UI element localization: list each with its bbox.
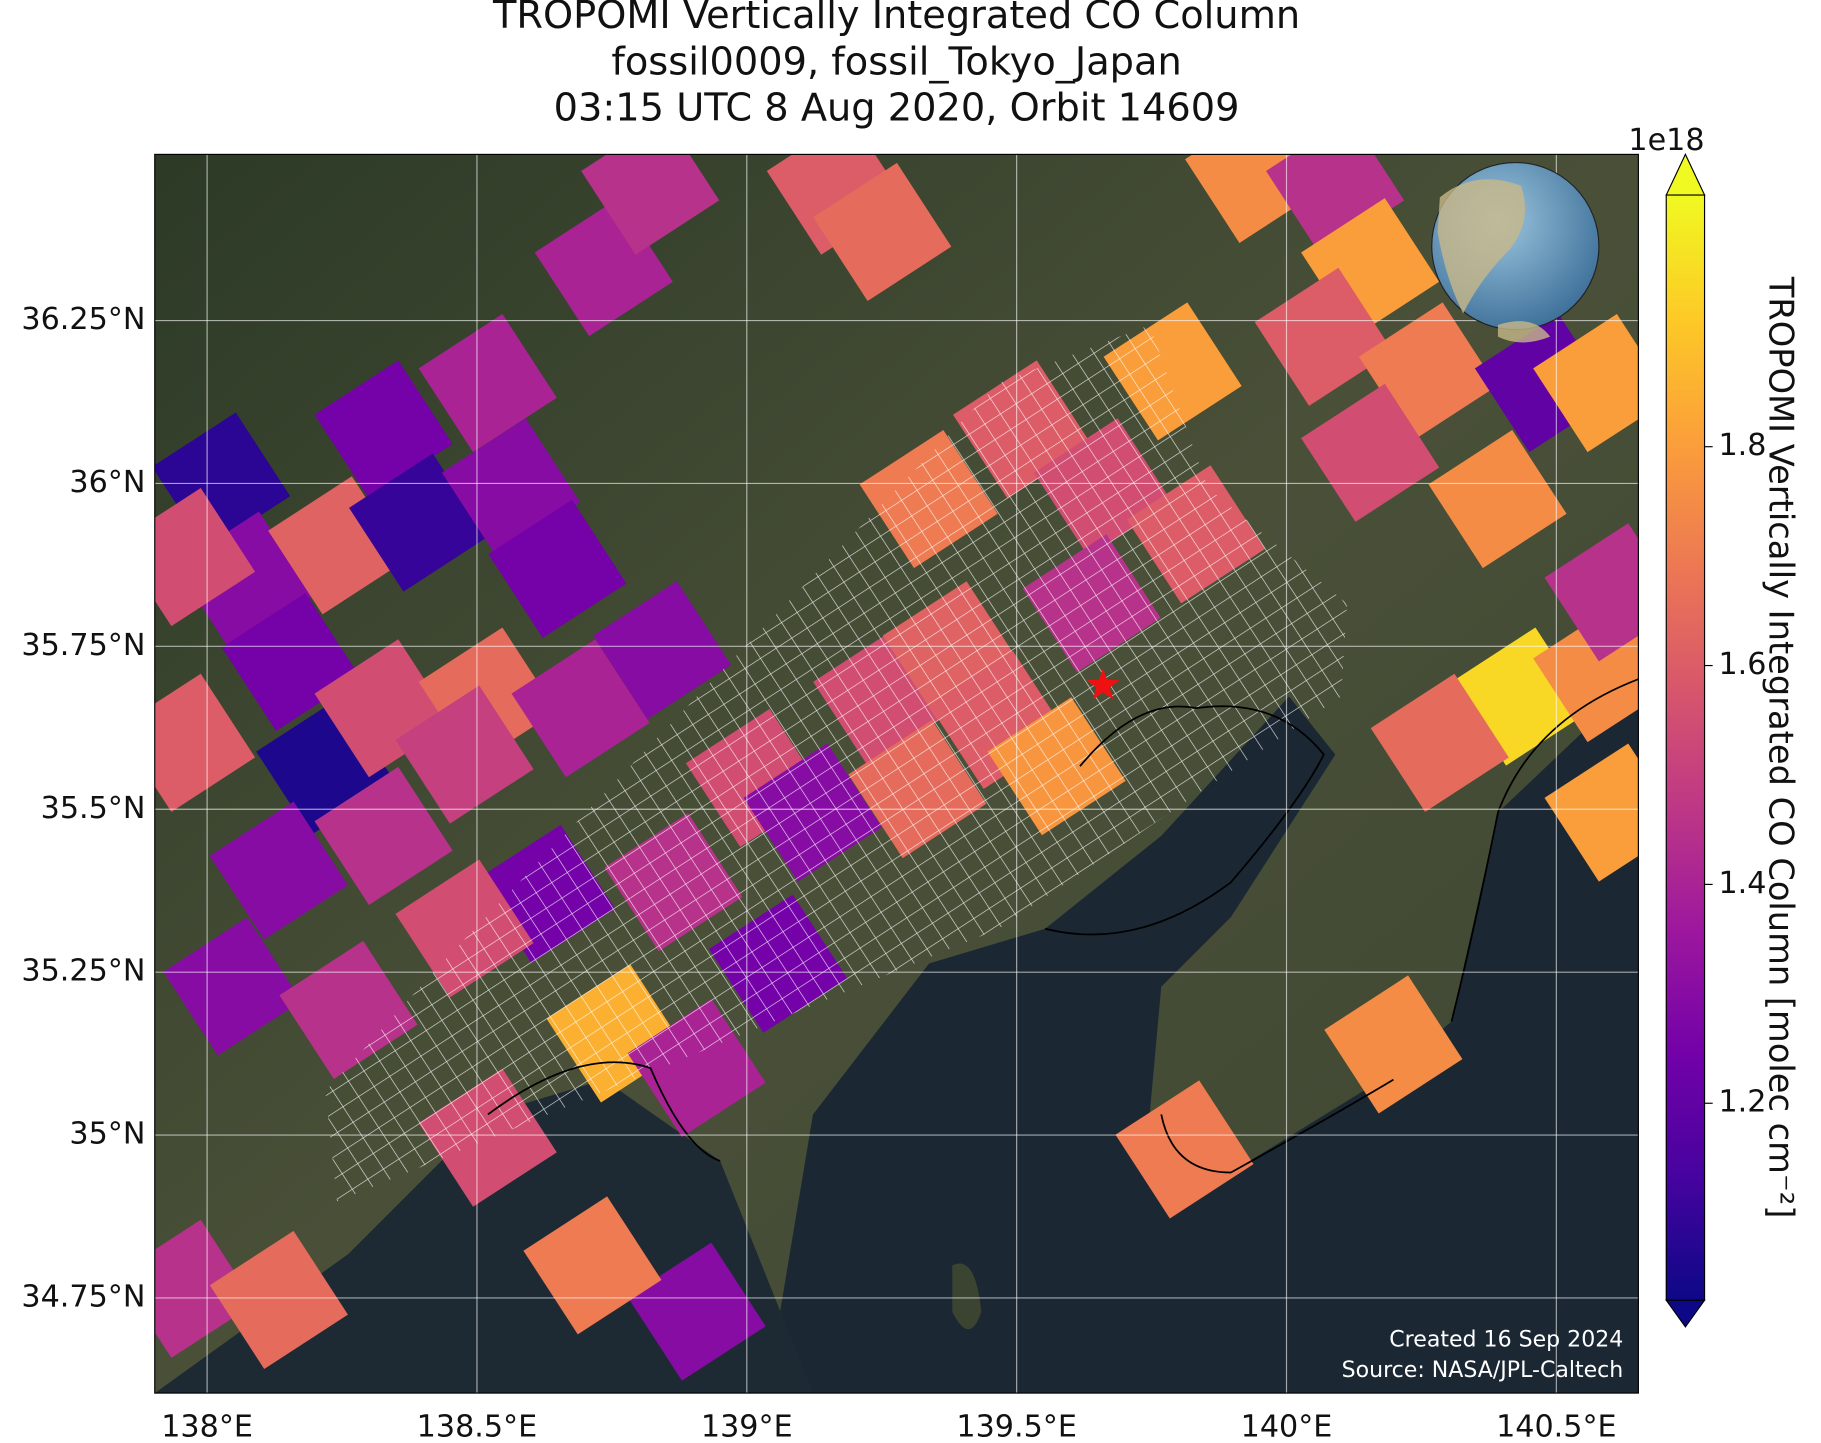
y-tick-label: 36.25°N	[21, 302, 145, 337]
y-tick-label: 34.75°N	[21, 1279, 145, 1314]
colorbar-offset: 1e18	[1628, 123, 1704, 158]
data-tile	[488, 499, 627, 638]
colorbar-extend	[1665, 1299, 1706, 1328]
footer: Source: NASA/JPL-Caltech	[1342, 1358, 1624, 1383]
coastline	[487, 678, 1639, 1174]
data-tile	[1301, 383, 1440, 522]
x-tick-label: 140°E	[1241, 1409, 1333, 1443]
footprint-grid	[325, 325, 1347, 1202]
data-tile	[1544, 743, 1639, 882]
island	[952, 1263, 982, 1330]
y-tick-label: 35.5°N	[41, 791, 146, 826]
data-tile	[154, 673, 256, 812]
data-tile	[154, 488, 256, 627]
data-tile	[154, 1219, 256, 1358]
y-tick-label: 35°N	[69, 1117, 145, 1152]
colorbar-label: TROPOMI Vertically Integrated CO Column …	[1761, 276, 1800, 1219]
colorbar-tick-label: 1.2	[1718, 1085, 1766, 1120]
colorbar-extend	[1665, 153, 1706, 196]
title-line: 03:15 UTC 8 Aug 2020, Orbit 14609	[554, 86, 1240, 131]
colorbar-tick-label: 1.4	[1718, 866, 1766, 901]
site-marker	[1086, 668, 1120, 700]
colorbar: 1.2 1.4 1.6 1.8 1e18 TROPOMI Vertically Integ…	[1628, 123, 1800, 1328]
data-tile	[418, 314, 557, 453]
x-tick-label: 139.5°E	[956, 1409, 1077, 1443]
data-tile	[163, 917, 302, 1056]
data-tile	[593, 581, 732, 720]
data-tile	[1533, 314, 1639, 453]
sea	[766, 679, 1639, 1394]
x-tick-label: 139°E	[701, 1409, 793, 1443]
x-tick-label: 138°E	[161, 1409, 253, 1443]
data-tile	[1533, 604, 1639, 743]
colorbar-scale	[1665, 194, 1706, 1301]
x-tick-label: 138.5°E	[417, 1409, 538, 1443]
map-frame	[154, 153, 1639, 1394]
y-tick-label: 36°N	[69, 465, 145, 500]
data-tile	[1115, 1080, 1254, 1219]
title-line: TROPOMI Vertically Integrated CO Column	[492, 0, 1300, 38]
data-tile	[1428, 430, 1567, 569]
data-tile	[209, 1230, 348, 1369]
y-tick-label: 35.25°N	[21, 954, 145, 989]
data-tile	[395, 685, 534, 824]
colorbar-tick-label: 1.6	[1718, 647, 1766, 682]
grid	[154, 154, 1639, 1394]
globe-land	[1437, 179, 1551, 343]
data-tile	[813, 162, 952, 301]
data-tile	[1544, 523, 1639, 662]
inset-globe	[1431, 161, 1600, 343]
data-tile	[627, 1242, 766, 1381]
data-tile	[1254, 267, 1393, 406]
footer: Created 16 Sep 2024	[1389, 1328, 1623, 1353]
y-tick-label: 35.75°N	[21, 628, 145, 663]
data-tile	[1185, 154, 1324, 244]
data-tile	[1324, 975, 1463, 1114]
data-tile	[314, 766, 453, 906]
data-tile	[1370, 673, 1509, 812]
colorbar-tick-label: 1.8	[1718, 428, 1766, 463]
x-tick-label: 140.5°E	[1496, 1409, 1617, 1443]
map	[154, 154, 1639, 1394]
title-line: fossil0009, fossil_Tokyo_Japan	[611, 39, 1181, 84]
data-tile	[523, 1196, 662, 1335]
data-tile	[511, 639, 650, 778]
data-tile	[581, 154, 720, 255]
data-tile	[209, 801, 348, 940]
